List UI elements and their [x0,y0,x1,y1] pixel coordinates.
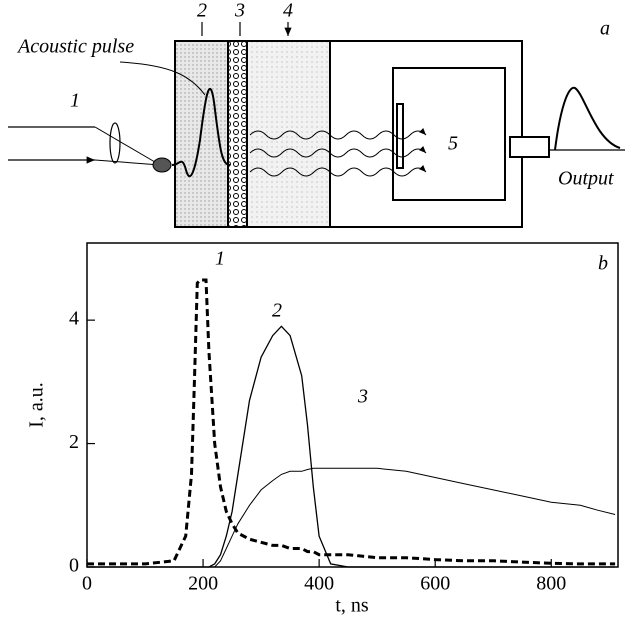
y-tick-label: 4 [69,308,79,330]
focused-beam [94,126,161,166]
x-tick-label: 600 [420,573,450,595]
series-label: 2 [272,300,282,322]
chart: b t, ns I, a.u. 0 200 400 600 800 0 2 4 1 2 3 [26,242,619,617]
label: 2 [197,0,207,22]
label: 4 [283,0,293,22]
laser-beams [8,126,95,160]
x-tick-label: 0 [82,573,92,595]
layer-arrows [201,22,288,36]
label: 3 [234,0,245,22]
output-label: Output [558,168,614,190]
y-tick-label: 2 [69,431,79,453]
lens [109,122,121,164]
x-tick-label: 400 [304,573,334,595]
series-label: 1 [215,248,225,270]
x-tick-label: 800 [536,573,566,595]
series-line [87,278,616,566]
series-line [87,325,616,568]
layer-3 [227,40,248,228]
pulse-label: Acoustic pulse [16,36,134,58]
label: 5 [448,133,458,155]
layer-4 [246,40,331,228]
y-axis-label: I, a.u. [26,382,48,428]
series-line [87,467,616,568]
acoustic-pulse [171,88,231,178]
detector-plate [396,103,404,169]
panel-label: a [600,18,610,40]
connector [509,136,550,158]
pulse-pointer [119,61,206,96]
panel-label: b [598,253,608,275]
x-tick-label: 200 [188,573,218,595]
diagram [8,22,625,228]
series-label: 3 [357,386,368,408]
housing [174,40,523,228]
plot-frame [86,242,619,568]
waves [249,127,427,177]
label: 1 [70,90,80,112]
focus-spot [152,157,172,173]
x-axis-label: t, ns [335,595,369,617]
output-pulse [554,86,621,151]
y-tick-label: 0 [69,555,79,577]
